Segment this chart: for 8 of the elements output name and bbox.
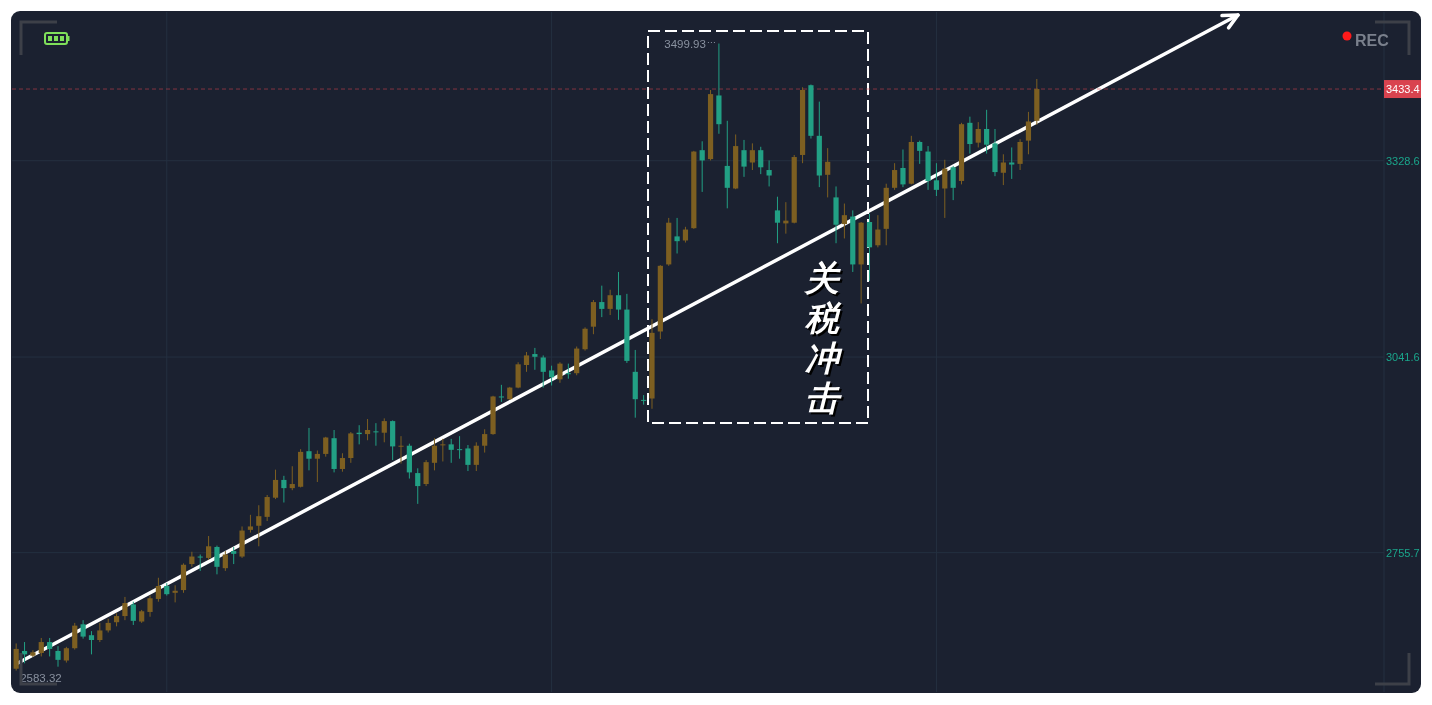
annotation: 关税冲击 — [803, 259, 843, 417]
y-tick-label: 3041.6 — [1386, 351, 1420, 364]
annotation: REC — [1355, 32, 1390, 49]
annotation: 2583.32 — [20, 671, 62, 684]
y-tick-label: 2755.7 — [1386, 546, 1420, 559]
annotation: 3499.93 — [664, 37, 706, 50]
y-tick-label: 3328.6 — [1386, 154, 1420, 167]
ref-line-label: 3433.4 — [1386, 83, 1420, 96]
